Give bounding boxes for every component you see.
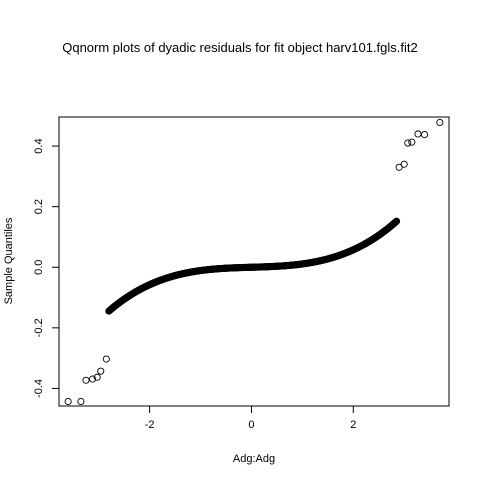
data-point: [408, 138, 416, 146]
data-point: [400, 160, 408, 168]
y-tick-label: -0.4: [33, 379, 45, 398]
data-point: [93, 373, 101, 381]
y-axis-label: Sample Quantiles: [3, 217, 15, 304]
y-tick-label: 0.2: [33, 199, 45, 214]
x-axis-label: Adg:Adg: [233, 453, 275, 465]
data-point: [395, 163, 403, 171]
data-point: [89, 375, 97, 383]
data-point: [414, 130, 422, 138]
plot-frame: [58, 116, 450, 407]
data-point: [393, 217, 401, 225]
y-axis: -0.4 -0.2 0.0 0.2 0.4: [33, 138, 60, 398]
data-point: [77, 397, 85, 406]
data-point: [64, 397, 72, 406]
x-tick-label: -2: [145, 419, 155, 431]
data-point: [421, 131, 429, 139]
data-point: [97, 367, 105, 375]
data-point: [404, 139, 412, 147]
y-tick-label: 0.4: [33, 138, 45, 153]
x-tick-label: 2: [350, 419, 356, 431]
chart-title: Qqnorm plots of dyadic residuals for fit…: [62, 40, 418, 55]
x-axis: -2 0 2: [145, 405, 356, 431]
y-tick-label: -0.2: [33, 318, 45, 337]
data-point: [82, 376, 90, 384]
data-point: [436, 118, 444, 127]
y-tick-label: 0.0: [33, 260, 45, 275]
data-point: [102, 355, 110, 363]
data-points: [64, 118, 444, 406]
x-tick-label: 0: [248, 419, 254, 431]
